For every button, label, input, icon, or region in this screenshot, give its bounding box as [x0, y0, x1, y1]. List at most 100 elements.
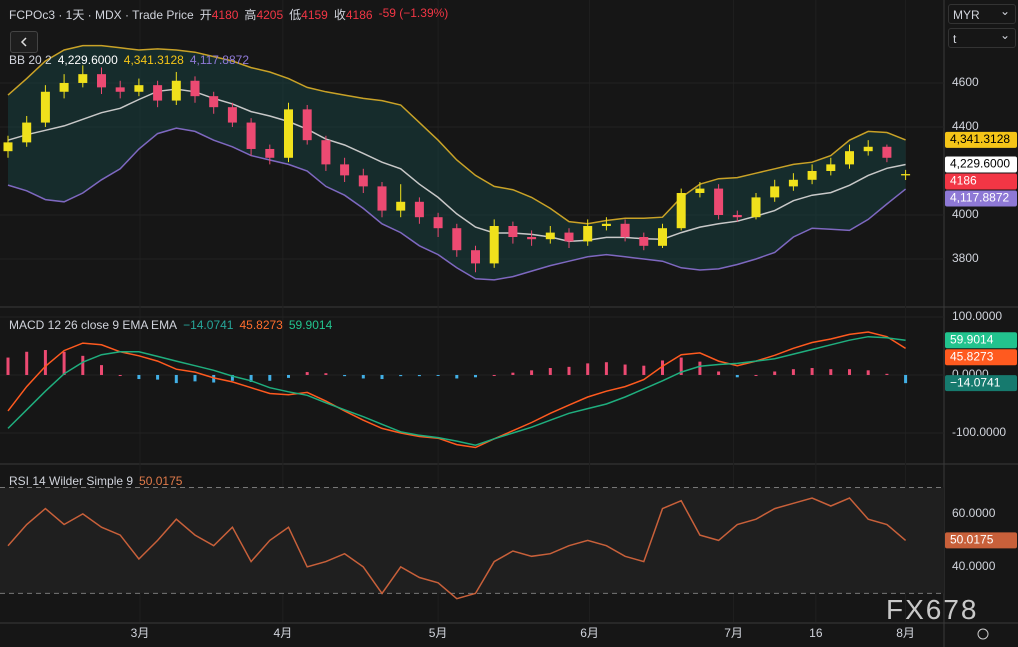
candle-body: [545, 232, 555, 240]
ohlc-value: 4205: [256, 8, 284, 22]
x-tick-label: 5月: [429, 626, 448, 640]
histogram-bar: [417, 374, 421, 377]
histogram-bar: [455, 374, 459, 379]
candle-body: [901, 174, 911, 176]
ohlc-label: 低: [289, 8, 302, 22]
bollinger-lower: [7, 127, 907, 281]
histogram-bar: [174, 374, 178, 384]
candle-body: [171, 80, 181, 101]
candle-body: [508, 225, 518, 238]
histogram-bar: [268, 374, 272, 381]
candle-body: [265, 148, 275, 158]
histogram-bar: [81, 355, 85, 375]
price-tag-label: 4,341.3128: [950, 132, 1010, 146]
histogram-bar: [866, 370, 870, 375]
histogram-bar: [324, 373, 328, 375]
currency-select[interactable]: MYR: [948, 1, 1016, 24]
candle-body: [396, 201, 406, 211]
ohlc-item: 收4186: [334, 6, 373, 23]
histogram-bar: [62, 351, 66, 375]
histogram-bar: [25, 351, 29, 375]
candle-body: [564, 232, 574, 242]
histogram-bar: [810, 368, 814, 375]
candle-body: [714, 188, 724, 215]
candle-body: [340, 164, 350, 176]
axis-panel: [944, 0, 1018, 647]
candle-body: [826, 164, 836, 171]
rsi-line: [7, 497, 907, 600]
candle-body: [882, 146, 892, 158]
candle-body: [3, 142, 13, 152]
legend-title: BB 20 2: [9, 53, 52, 67]
legend-value: 45.8273: [239, 318, 283, 332]
histogram-bar: [698, 361, 702, 375]
price-tag-label: 45.8273: [950, 349, 994, 363]
histogram-bar: [380, 374, 384, 380]
histogram-bar: [829, 369, 833, 375]
candle-body: [845, 151, 854, 165]
histogram-bar: [230, 374, 234, 381]
candle-body: [40, 91, 50, 123]
legend: RSI 14 Wilder Simple 9 50.0175: [9, 474, 182, 488]
candle-body: [639, 237, 649, 246]
back-button[interactable]: [10, 31, 38, 53]
price-tag-label: 50.0175: [950, 533, 994, 547]
histogram-bar: [43, 350, 47, 375]
symbol: FCPOc3 · 1天 · MDX · Trade Price: [9, 8, 194, 22]
watermark: FX678: [886, 594, 979, 625]
candle-body: [676, 192, 686, 229]
candle-body: [153, 85, 163, 101]
histogram-bar: [305, 372, 309, 375]
histogram-bar: [343, 374, 347, 377]
candle-body: [751, 197, 761, 218]
y-tick-label: 40.0000: [952, 559, 996, 573]
bollinger-upper: [7, 44, 906, 225]
histogram-bar: [848, 369, 851, 375]
ohlc-label: 开: [199, 8, 212, 22]
x-tick-label: 3月: [131, 626, 150, 640]
candle-body: [22, 122, 32, 143]
signal-line: [7, 335, 906, 446]
legend-value: 50.0175: [139, 474, 183, 488]
price-tag: [945, 332, 1017, 349]
candle-body: [788, 179, 798, 187]
ohlc: 开4180 高4205 低4159 收4186: [200, 6, 373, 23]
unit-select[interactable]: t: [948, 25, 1016, 48]
candle-body: [414, 201, 424, 218]
histogram-bar: [623, 364, 627, 375]
candle-body: [302, 109, 312, 141]
histogram-bar: [100, 365, 103, 375]
level-band: [0, 487, 944, 594]
y-tick-label: 4000: [952, 207, 979, 221]
price-tag-label: −14.0741: [950, 375, 1001, 389]
price-tag: [945, 532, 1017, 549]
histogram-bar: [212, 374, 216, 383]
histogram-bar: [567, 366, 571, 375]
histogram-bar: [193, 374, 197, 382]
header: FCPOc3 · 1天 · MDX · Trade Price 开4180 高42…: [9, 6, 448, 23]
price-tag: [945, 349, 1017, 366]
settings-icon: [977, 628, 989, 640]
price-tag: [945, 375, 1017, 392]
histogram-bar: [249, 374, 253, 382]
candle-body: [284, 109, 293, 158]
candle-body: [78, 74, 88, 83]
candle-body: [433, 217, 443, 229]
x-tick-label: 7月: [724, 626, 743, 640]
candle-body: [377, 186, 387, 211]
candle-body: [807, 170, 817, 180]
ohlc-label: 收: [333, 8, 346, 22]
histogram-bar: [287, 374, 290, 378]
histogram-bar: [361, 374, 365, 379]
candle-body: [97, 74, 106, 88]
macd-line: [7, 331, 906, 449]
histogram-bar: [436, 374, 440, 376]
candle-body: [601, 223, 611, 226]
candle-body: [358, 175, 368, 187]
change: -59 (−1.39%): [378, 6, 449, 20]
histogram-bar: [661, 360, 664, 375]
ohlc-item: 开4180: [200, 6, 239, 23]
histogram-bar: [791, 369, 795, 375]
ohlc-value: 4180: [211, 8, 239, 22]
candle-body: [583, 225, 593, 242]
